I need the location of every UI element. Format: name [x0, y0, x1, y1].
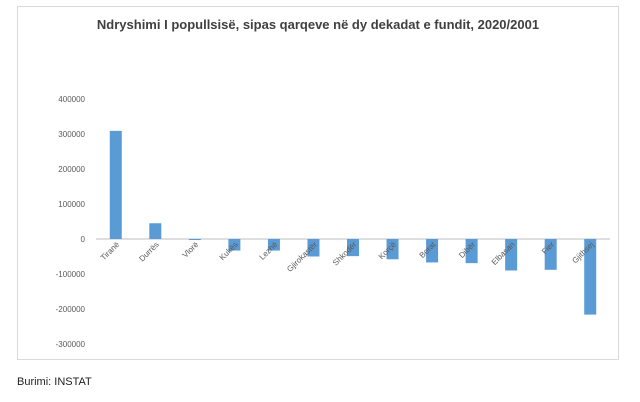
y-tick-label: -100000	[56, 270, 86, 279]
bar	[228, 239, 241, 251]
y-tick-label: 300000	[58, 130, 85, 139]
bar	[109, 130, 122, 239]
y-tick-label: 100000	[58, 200, 85, 209]
bar	[149, 223, 162, 239]
y-tick-label: 400000	[58, 95, 85, 104]
y-axis: 400000 300000 200000 100000 0 -100000 -200000 -…	[56, 95, 610, 349]
bar	[386, 239, 399, 260]
bar	[505, 239, 518, 271]
bar	[584, 239, 597, 315]
x-tick-label: Durrës	[137, 240, 160, 263]
bar	[188, 239, 201, 241]
x-tick-label: Kukës	[218, 240, 240, 262]
y-tick-label: 0	[81, 235, 86, 244]
bar-chart: 400000 300000 200000 100000 0 -100000 -200000 -…	[56, 95, 610, 349]
bars	[109, 130, 597, 315]
chart-frame: Ndryshimi I popullsisë, sipas qarqeve në…	[17, 6, 619, 360]
x-axis-labels: Tiranë Durrës Vlorë Kukës Lezhë Gjirokastër Sh…	[99, 240, 596, 274]
bar	[347, 239, 359, 257]
y-tick-label: 200000	[58, 165, 85, 174]
source-note: Burimi: INSTAT	[17, 376, 92, 388]
bar	[544, 239, 557, 270]
bar	[267, 239, 280, 251]
y-tick-label: -300000	[56, 340, 86, 349]
bar	[465, 239, 478, 264]
x-tick-label: Gjirokastër	[285, 240, 319, 274]
bar	[426, 239, 439, 263]
chart-title: Ndryshimi I popullsisë, sipas qarqeve në…	[96, 17, 540, 32]
x-tick-label: Tiranë	[99, 240, 122, 263]
x-tick-label: Vlorë	[181, 240, 201, 260]
bar	[307, 239, 320, 257]
y-tick-label: -200000	[56, 305, 86, 314]
